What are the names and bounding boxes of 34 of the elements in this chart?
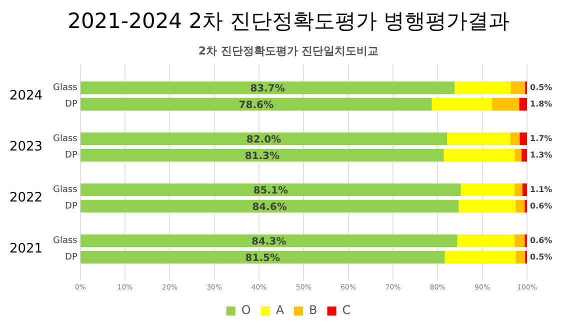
chart-title: 2021-2024 2차 진단정확도평가 병행평가결과 <box>68 9 510 34</box>
text: 2024 <box>9 88 43 104</box>
data-label: 82.0% <box>246 134 282 146</box>
data-label: 0.5% <box>530 82 552 92</box>
text: 2023 <box>9 139 43 154</box>
data-label: 81.3% <box>244 150 280 162</box>
y-tick-label: DP <box>65 202 78 212</box>
data-label: 84.3% <box>252 236 286 248</box>
y-tick-label: DP <box>65 150 78 161</box>
data-label: 1.8% <box>530 99 552 108</box>
y-tick-label: Glass <box>52 83 78 94</box>
data-label: 81.5% <box>245 252 280 264</box>
data-label: 1.1% <box>530 184 552 194</box>
data-label: 84.6% <box>252 202 287 213</box>
y-tick-label: DP <box>65 252 78 263</box>
data-label: 1.3% <box>530 150 552 160</box>
legend-label: B <box>309 303 318 318</box>
data-label: 78.6% <box>238 100 274 111</box>
y-tick-label: DP <box>65 100 78 110</box>
chart-subtitle: 2차 진단정확도평가 진단일치도비교 <box>198 44 379 58</box>
data-label: 0.6% <box>530 236 552 245</box>
y-tick-label: Glass <box>52 134 78 144</box>
data-label: 1.7% <box>530 134 552 143</box>
data-label: 0.6% <box>530 201 552 210</box>
legend-label: O <box>241 303 251 318</box>
legend-label: C <box>342 303 351 318</box>
data-label: 83.7% <box>250 83 285 94</box>
data-label: 0.5% <box>530 252 552 262</box>
text: 2021 <box>9 241 43 256</box>
y-tick-label: Glass <box>52 185 78 196</box>
y-tick-label: Glass <box>52 236 78 246</box>
text: 2022 <box>9 190 43 206</box>
legend-label: A <box>276 303 285 318</box>
data-label: 85.1% <box>253 185 288 196</box>
